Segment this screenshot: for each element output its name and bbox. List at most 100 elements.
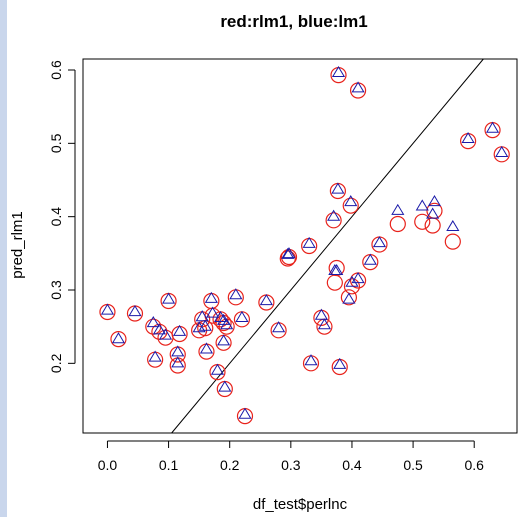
- triangle-marker: [199, 342, 214, 354]
- triangle-marker: [213, 310, 228, 322]
- x-axis: 0.0 0.1 0.2 0.3 0.4 0.5 0.6: [98, 440, 484, 473]
- triangle-marker: [173, 324, 187, 336]
- triangle-marker: [333, 357, 347, 369]
- circle-marker: [340, 289, 358, 306]
- circle-marker: [160, 292, 177, 310]
- triangle-marker: [171, 345, 185, 357]
- circle-marker: [362, 254, 379, 271]
- circle-marker: [99, 303, 116, 321]
- triangle-marker: [148, 350, 162, 362]
- triangle-marker: [146, 316, 160, 328]
- triangle-marker: [302, 236, 316, 248]
- triangle-marker: [495, 145, 509, 157]
- x-tick-label: 0.4: [342, 457, 362, 473]
- y-tick-label: 0.3: [48, 280, 64, 300]
- triangle-marker: [342, 292, 356, 304]
- circle-marker: [316, 318, 333, 335]
- triangle-marker: [217, 334, 231, 346]
- triangle-marker: [426, 207, 440, 219]
- triangle-marker: [372, 236, 387, 248]
- triangle-marker: [235, 310, 249, 322]
- x-tick-label: 0.0: [98, 457, 118, 473]
- triangle-marker: [363, 253, 377, 265]
- circle-marker: [329, 182, 346, 200]
- circle-marker: [110, 331, 127, 348]
- x-axis-label: df_test$perlnc: [253, 496, 348, 513]
- reference-line-layer: [171, 58, 484, 434]
- triangle-marker: [344, 195, 358, 207]
- circle-marker: [414, 213, 431, 230]
- window-edge: [0, 0, 7, 517]
- triangle-marker: [331, 65, 346, 78]
- triangle-marker: [272, 321, 286, 333]
- triangle-marker: [304, 354, 318, 366]
- triangle-marker: [282, 247, 296, 259]
- chart-title: red:rlm1, blue:lm1: [220, 12, 367, 31]
- circle-marker: [280, 248, 298, 266]
- circle-marker: [484, 122, 501, 139]
- triangle-marker: [351, 81, 365, 93]
- circle-marker: [258, 294, 275, 311]
- triangle-marker: [415, 199, 429, 211]
- triangle-series: [100, 65, 509, 419]
- circle-marker: [325, 212, 342, 229]
- triangle-marker: [171, 356, 185, 368]
- circle-marker: [126, 305, 144, 322]
- data-points-layer: [99, 65, 510, 425]
- x-tick-label: 0.5: [403, 457, 423, 473]
- triangle-marker: [446, 219, 460, 232]
- circle-marker: [389, 215, 406, 233]
- triangle-marker: [317, 318, 332, 330]
- triangle-marker: [427, 195, 442, 207]
- x-tick-label: 0.1: [159, 457, 179, 473]
- triangle-marker: [100, 303, 115, 315]
- circle-marker: [371, 236, 388, 253]
- triangle-marker: [229, 288, 243, 300]
- triangle-marker: [259, 294, 273, 306]
- y-tick-label: 0.2: [48, 353, 64, 373]
- triangle-marker: [330, 263, 344, 276]
- y-tick-label: 0.6: [48, 60, 64, 80]
- circle-marker: [236, 408, 254, 425]
- circle-marker: [424, 217, 441, 234]
- triangle-marker: [204, 291, 218, 303]
- y-axis-label: pred_rlm1: [9, 211, 26, 279]
- triangle-marker: [161, 292, 176, 304]
- triangle-marker: [485, 121, 500, 133]
- triangle-marker: [281, 247, 295, 259]
- triangle-marker: [461, 131, 475, 144]
- triangle-marker: [198, 319, 212, 331]
- circle-marker: [349, 272, 367, 289]
- y-axis: 0.2 0.3 0.4 0.5 0.6: [48, 60, 76, 373]
- triangle-marker: [158, 328, 173, 340]
- circle-marker: [493, 146, 510, 163]
- circle-marker: [215, 334, 232, 351]
- triangle-marker: [331, 182, 345, 194]
- triangle-marker: [206, 306, 220, 318]
- circle-series: [99, 67, 510, 425]
- triangle-marker: [327, 209, 341, 221]
- circle-marker: [326, 274, 343, 291]
- triangle-marker: [238, 407, 252, 419]
- circle-marker: [328, 259, 345, 277]
- plot-area-border: [82, 58, 518, 434]
- triangle-marker: [345, 275, 359, 287]
- triangle-marker: [351, 272, 365, 284]
- triangle-marker: [195, 310, 209, 322]
- x-tick-label: 0.6: [464, 457, 484, 473]
- circle-marker: [342, 197, 359, 214]
- triangle-marker: [220, 318, 234, 330]
- x-tick-label: 0.2: [220, 457, 240, 473]
- triangle-marker: [218, 380, 232, 392]
- triangle-marker: [111, 332, 126, 344]
- y-tick-label: 0.5: [48, 133, 64, 153]
- triangle-marker: [391, 203, 405, 215]
- y-tick-label: 0.4: [48, 207, 64, 227]
- triangle-marker: [128, 305, 142, 317]
- triangle-marker: [152, 323, 166, 335]
- reference-line: [171, 58, 484, 434]
- circle-marker: [233, 311, 251, 328]
- triangle-marker: [210, 363, 225, 375]
